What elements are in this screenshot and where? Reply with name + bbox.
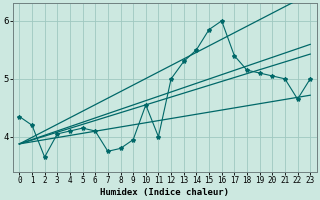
X-axis label: Humidex (Indice chaleur): Humidex (Indice chaleur) (100, 188, 229, 197)
